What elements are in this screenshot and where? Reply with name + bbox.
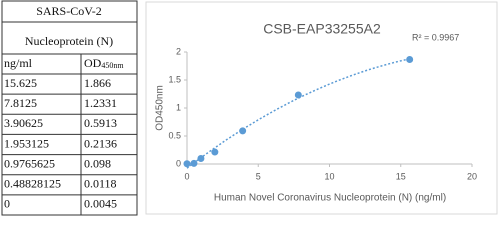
- table-title: Nucleoprotein (N): [25, 34, 113, 48]
- point: [239, 127, 247, 135]
- x-tick-label: 20: [467, 171, 477, 181]
- trendline: [186, 58, 410, 169]
- table-cell: 1.866: [84, 76, 111, 90]
- column-header-sub: 450nm: [101, 61, 124, 70]
- table-cell: 1.953125: [4, 136, 49, 150]
- table-cell: 0.5913: [84, 116, 117, 130]
- annotation: R² = 0.9967: [412, 32, 459, 42]
- table-cell: 0.2136: [84, 136, 117, 150]
- table-cell: 15.625: [4, 76, 37, 90]
- table-cell: 0: [4, 197, 10, 211]
- table-cell: 0.0118: [84, 177, 117, 191]
- x-axis-label: Human Novel Coronavirus Nucleoprotein (N…: [214, 193, 446, 204]
- y-tick-label: 0.5: [168, 130, 181, 140]
- table-cell: 1.2331: [84, 96, 117, 110]
- y-tick-label: 0: [176, 158, 181, 168]
- y-axis-label: OD450nm: [155, 85, 166, 131]
- point: [183, 160, 191, 168]
- point: [294, 91, 302, 99]
- x-tick-label: 10: [324, 171, 334, 181]
- column-header: ng/ml: [4, 56, 33, 70]
- column-header-main: OD: [84, 56, 102, 70]
- chart-border: [145, 1, 498, 215]
- y-tick-label: 1: [176, 102, 181, 112]
- x-tick-label: 15: [396, 171, 406, 181]
- table-cell: 0.0045: [84, 197, 117, 211]
- data-table: SARS-CoV-2 Nucleoprotein (N) ng/ml OD450…: [1, 0, 138, 216]
- x-tick-label: 5: [256, 171, 261, 181]
- table-cell: 0.098: [84, 156, 111, 170]
- page: SARS-CoV-2 Nucleoprotein (N) ng/ml OD450…: [1, 0, 498, 216]
- table-title: SARS-CoV-2: [36, 4, 102, 18]
- table-cell: 3.90625: [4, 116, 43, 130]
- y-tick-label: 1.5: [168, 74, 181, 84]
- column-header: OD450nm: [84, 56, 124, 70]
- table-border: [1, 0, 138, 216]
- point: [211, 148, 219, 156]
- table-cell: 7.8125: [4, 96, 37, 110]
- point: [197, 155, 205, 163]
- point: [406, 56, 414, 64]
- x-tick-label: 0: [184, 171, 189, 181]
- point: [190, 159, 198, 167]
- table-cell: 0.48828125: [4, 177, 61, 191]
- table-cell: 0.9765625: [4, 156, 55, 170]
- chart-title: CSB-EAP33255A2: [263, 21, 381, 37]
- y-tick-label: 2: [176, 46, 181, 56]
- chart: CSB-EAP33255A2 R² = 0.9967 OD450nm Human…: [145, 1, 498, 215]
